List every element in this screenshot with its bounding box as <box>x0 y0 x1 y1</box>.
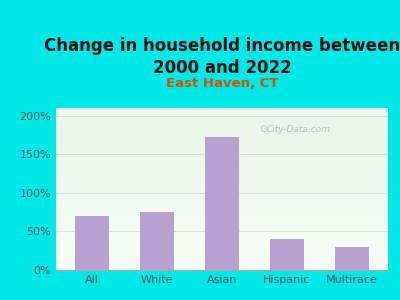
Bar <box>140 212 174 270</box>
Bar <box>335 247 369 270</box>
Text: East Haven, CT: East Haven, CT <box>166 77 278 90</box>
Text: Change in household income between
2000 and 2022: Change in household income between 2000 … <box>44 37 400 77</box>
Text: ⊙: ⊙ <box>260 124 268 134</box>
Bar <box>205 137 239 270</box>
Text: City-Data.com: City-Data.com <box>266 125 330 134</box>
Bar <box>270 239 304 270</box>
Bar <box>75 216 109 270</box>
